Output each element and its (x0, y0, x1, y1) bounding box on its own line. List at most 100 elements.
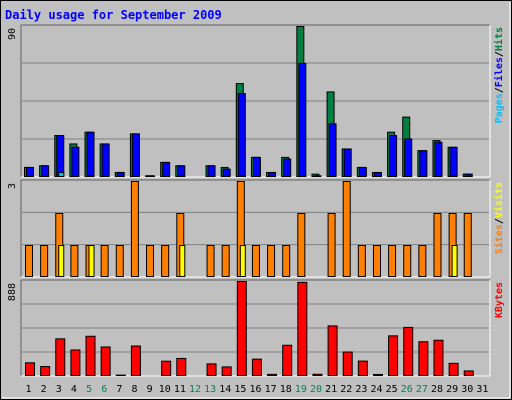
x-tick-label: 18 (280, 384, 292, 395)
bar-files (419, 150, 428, 177)
x-tick-label: 23 (355, 384, 367, 395)
bar-files (252, 156, 261, 178)
x-tick-label: 13 (204, 384, 216, 395)
x-tick-label: 11 (174, 384, 186, 395)
bar-files (343, 148, 352, 178)
legend-separator: / (494, 51, 505, 57)
bar-kbytes (267, 373, 278, 376)
bar-files (86, 131, 95, 177)
bar-kbytes (55, 338, 66, 377)
legend-entry-sites: Sites (493, 224, 505, 254)
bar-sites (161, 245, 170, 277)
bar-kbytes (100, 346, 111, 376)
x-tick-label: 21 (325, 384, 337, 395)
x-tick-label: 27 (416, 384, 428, 395)
bar-files (116, 171, 125, 177)
bar-kbytes (357, 360, 368, 377)
bar-files (177, 165, 186, 177)
bar-sites (25, 245, 33, 277)
bar-kbytes (448, 362, 459, 377)
x-tick-label: 19 (295, 384, 307, 395)
bar-sites (327, 213, 336, 277)
legend-3: KBytes (494, 282, 505, 318)
bar-kbytes (418, 341, 429, 377)
bar-pages (239, 175, 246, 177)
bar-files (328, 123, 337, 177)
bar-kbytes (221, 366, 232, 376)
bar-sites (297, 213, 306, 277)
bar-files (283, 158, 292, 178)
bar-sites (342, 181, 351, 277)
bar-pages (88, 175, 95, 177)
bar-pages (58, 171, 65, 177)
bar-kbytes (388, 335, 399, 376)
x-tick-label: 15 (234, 384, 246, 395)
bar-kbytes (25, 362, 35, 376)
bar-kbytes (85, 335, 96, 377)
bar-kbytes (130, 345, 141, 376)
x-tick-label: 10 (159, 384, 171, 395)
bar-files (131, 133, 140, 177)
x-tick-label: 14 (219, 384, 231, 395)
bar-kbytes (161, 360, 172, 376)
bar-kbytes (251, 358, 262, 376)
legend-2: Sites/Visits (493, 182, 505, 254)
bar-visits (58, 245, 65, 277)
bar-files (449, 146, 458, 178)
bar-kbytes (403, 326, 414, 376)
y-axis-max-label: 888 (7, 283, 18, 301)
bar-sites (251, 245, 260, 277)
legend-1: Pages/Files/Hits (493, 27, 505, 123)
bar-sites (433, 213, 442, 277)
bar-kbytes (40, 366, 51, 377)
bar-sites (372, 245, 381, 277)
bar-sites (357, 245, 366, 277)
x-tick-label: 6 (101, 384, 107, 395)
bar-sites (70, 245, 79, 277)
x-tick-label: 9 (147, 384, 153, 395)
bar-pages (179, 175, 186, 177)
x-tick-label: 31 (476, 384, 488, 395)
x-tick-label: 8 (131, 384, 137, 395)
bar-files (162, 161, 171, 177)
bar-kbytes (236, 281, 247, 376)
legend-entry-pages: Pages (494, 93, 505, 123)
x-tick-label: 29 (446, 384, 458, 395)
legend-entry-visits: Visits (493, 182, 505, 218)
bar-files (464, 173, 473, 177)
bar-kbytes (372, 373, 383, 377)
legend-separator: / (494, 218, 505, 224)
x-tick-label: 22 (340, 384, 352, 395)
bar-files (26, 166, 34, 178)
y-axis-max-label: 3 (7, 183, 18, 189)
bar-sites (40, 245, 49, 277)
bar-sites (130, 181, 139, 277)
bar-kbytes (433, 339, 444, 376)
bar-kbytes (176, 357, 187, 376)
bar-files (147, 175, 156, 177)
x-tick-label: 24 (371, 384, 383, 395)
x-tick-label: 2 (41, 384, 47, 395)
bar-sites (267, 245, 276, 277)
x-tick-label: 26 (401, 384, 413, 395)
bar-files (101, 143, 110, 177)
bar-kbytes (327, 325, 338, 376)
x-tick-label: 1 (26, 384, 32, 395)
bar-files (313, 175, 322, 177)
x-tick-label: 30 (461, 384, 473, 395)
bar-kbytes (342, 351, 353, 377)
legend-separator: / (494, 87, 505, 93)
bar-kbytes (282, 344, 293, 376)
bar-sites (221, 245, 230, 277)
bar-files (71, 146, 80, 178)
bar-kbytes (312, 373, 323, 377)
bar-sites (206, 245, 215, 277)
bar-files (222, 168, 231, 178)
bar-files (434, 141, 443, 177)
legend-entry-hits: Hits (493, 27, 505, 51)
bar-visits (88, 245, 95, 277)
bar-visits (451, 245, 458, 277)
bar-kbytes (206, 363, 217, 377)
legend-entry-files: Files (493, 57, 505, 87)
